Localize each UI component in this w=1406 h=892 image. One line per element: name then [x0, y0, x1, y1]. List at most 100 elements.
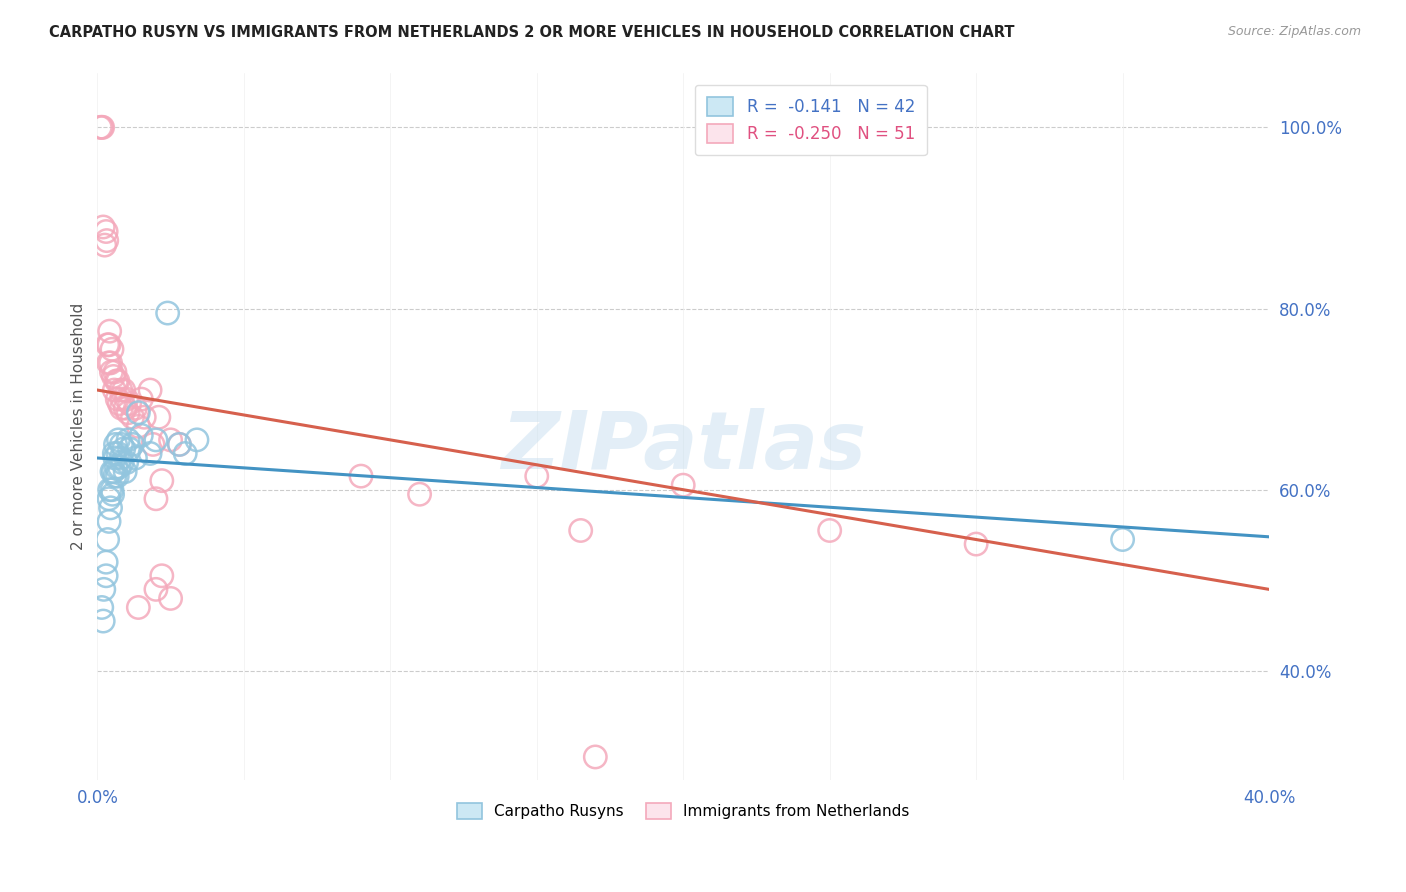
Point	[104, 437, 127, 451]
Point	[150, 568, 173, 582]
Point	[91, 120, 114, 135]
Point	[1111, 533, 1133, 547]
Point	[115, 456, 138, 470]
Point	[90, 600, 112, 615]
Point	[569, 524, 592, 538]
Point	[111, 456, 134, 470]
Point	[90, 120, 112, 135]
Point	[111, 392, 134, 406]
Point	[169, 437, 191, 451]
Point	[110, 383, 132, 397]
Point	[124, 450, 146, 465]
Point	[117, 406, 139, 420]
Point	[101, 487, 124, 501]
Point	[105, 392, 128, 406]
Point	[110, 450, 132, 465]
Point	[818, 524, 841, 538]
Point	[145, 491, 167, 506]
Point	[142, 437, 165, 451]
Point	[104, 450, 127, 465]
Point	[408, 487, 430, 501]
Point	[117, 433, 139, 447]
Point	[100, 500, 122, 515]
Point	[103, 383, 125, 397]
Point	[98, 483, 121, 497]
Point	[91, 614, 114, 628]
Point	[114, 465, 136, 479]
Point	[98, 324, 121, 338]
Point	[174, 446, 197, 460]
Point	[101, 465, 124, 479]
Point	[112, 442, 135, 456]
Point	[91, 219, 114, 234]
Point	[98, 491, 121, 506]
Point	[169, 437, 191, 451]
Text: ZIPatlas: ZIPatlas	[501, 409, 866, 486]
Point	[112, 383, 135, 397]
Point	[159, 433, 181, 447]
Point	[94, 555, 117, 569]
Point	[114, 401, 136, 416]
Point	[127, 406, 149, 420]
Point	[127, 419, 149, 434]
Point	[96, 234, 118, 248]
Point	[103, 369, 125, 384]
Point	[107, 374, 129, 388]
Point	[97, 338, 120, 352]
Point	[89, 120, 111, 135]
Point	[100, 365, 122, 379]
Point	[139, 446, 162, 460]
Point	[159, 591, 181, 606]
Legend: Carpatho Rusyns, Immigrants from Netherlands: Carpatho Rusyns, Immigrants from Netherl…	[451, 797, 915, 825]
Point	[150, 474, 173, 488]
Point	[93, 238, 115, 252]
Point	[107, 433, 129, 447]
Point	[124, 401, 146, 416]
Point	[110, 401, 132, 416]
Point	[121, 410, 143, 425]
Point	[94, 225, 117, 239]
Point	[672, 478, 695, 492]
Point	[186, 433, 208, 447]
Point	[526, 469, 548, 483]
Point	[145, 582, 167, 597]
Point	[965, 537, 987, 551]
Point	[105, 469, 128, 483]
Point	[103, 446, 125, 460]
Point	[107, 446, 129, 460]
Point	[108, 397, 131, 411]
Point	[97, 533, 120, 547]
Point	[105, 460, 128, 475]
Point	[350, 469, 373, 483]
Point	[98, 338, 121, 352]
Point	[139, 383, 162, 397]
Point	[104, 469, 127, 483]
Point	[105, 374, 128, 388]
Point	[110, 437, 132, 451]
Text: Source: ZipAtlas.com: Source: ZipAtlas.com	[1227, 25, 1361, 38]
Point	[98, 515, 121, 529]
Y-axis label: 2 or more Vehicles in Household: 2 or more Vehicles in Household	[72, 302, 86, 549]
Point	[156, 306, 179, 320]
Point	[118, 442, 141, 456]
Point	[108, 460, 131, 475]
Point	[94, 568, 117, 582]
Point	[101, 343, 124, 357]
Point	[93, 582, 115, 597]
Point	[103, 465, 125, 479]
Point	[118, 397, 141, 411]
Point	[121, 437, 143, 451]
Point	[101, 483, 124, 497]
Point	[100, 356, 122, 370]
Point	[97, 356, 120, 370]
Point	[129, 392, 152, 406]
Point	[127, 600, 149, 615]
Text: CARPATHO RUSYN VS IMMIGRANTS FROM NETHERLANDS 2 OR MORE VEHICLES IN HOUSEHOLD CO: CARPATHO RUSYN VS IMMIGRANTS FROM NETHER…	[49, 25, 1015, 40]
Point	[115, 392, 138, 406]
Point	[583, 750, 606, 764]
Point	[134, 410, 156, 425]
Point	[148, 410, 170, 425]
Point	[129, 428, 152, 442]
Point	[104, 365, 127, 379]
Point	[145, 433, 167, 447]
